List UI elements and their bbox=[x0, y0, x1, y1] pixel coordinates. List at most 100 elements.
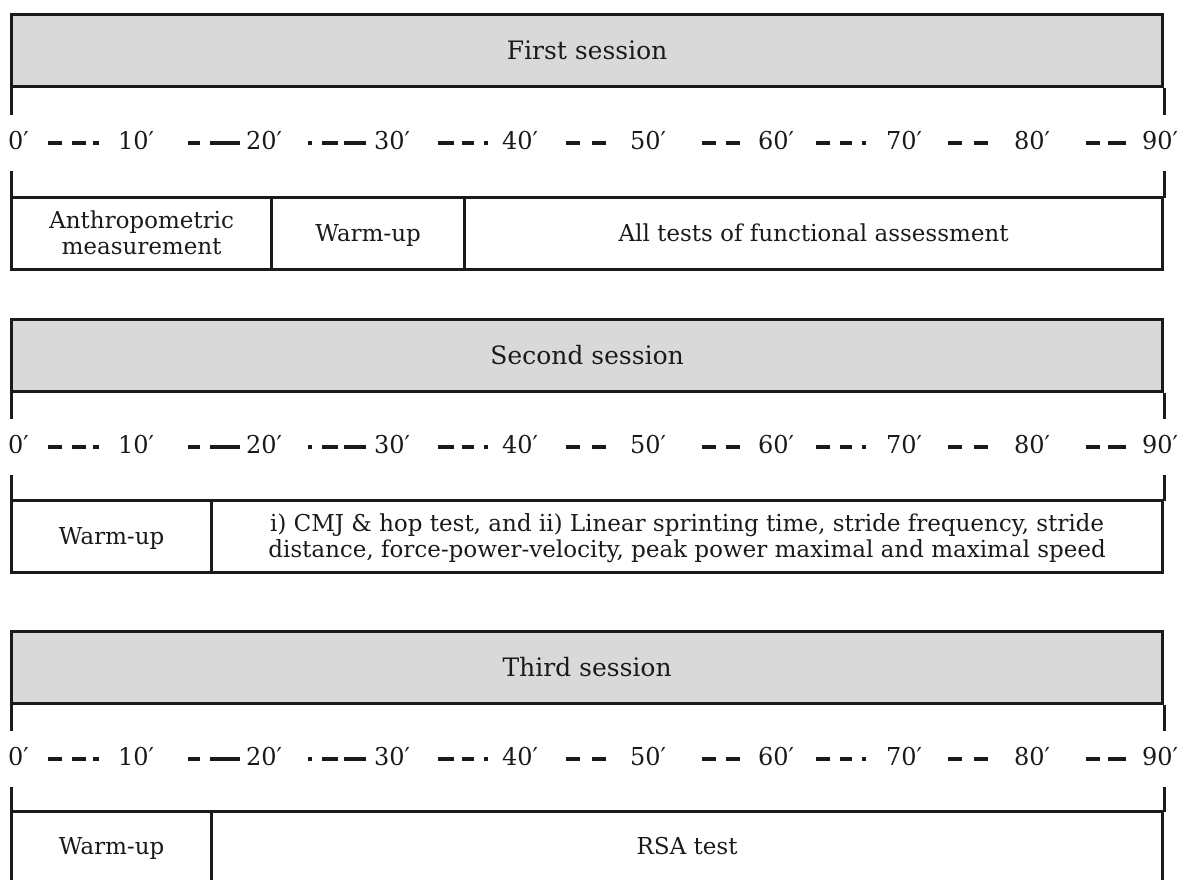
timeline-dash bbox=[484, 141, 488, 145]
session-1-header: First session bbox=[10, 13, 1164, 88]
timeline-dash bbox=[974, 756, 988, 761]
timeline-dash bbox=[308, 756, 312, 761]
session-1-timeline: 0′ 10′ 20′ 30′ 40′ 50′ 60′ 70′ 80′ 90′ bbox=[0, 88, 1183, 198]
timeline-label: 60′ bbox=[758, 431, 794, 459]
timeline-dash bbox=[566, 756, 580, 761]
timeline-label: 80′ bbox=[1014, 127, 1050, 155]
timeline-label: 0′ bbox=[8, 127, 29, 155]
session-1-block-functional-assessment: All tests of functional assessment bbox=[463, 199, 1161, 268]
timeline-dash bbox=[726, 141, 740, 145]
timeline-dash bbox=[566, 445, 580, 449]
timeline-dash bbox=[948, 141, 962, 145]
timeline-label: 60′ bbox=[758, 127, 794, 155]
session-3-timeline: 0′ 10′ 20′ 30′ 40′ 50′ 60′ 70′ 80′ 90′ bbox=[0, 705, 1183, 812]
timeline-dash bbox=[726, 445, 740, 449]
timeline-dash bbox=[1108, 756, 1126, 761]
timeline-label: 20′ bbox=[246, 127, 282, 155]
timeline-dash bbox=[1086, 445, 1100, 449]
timeline-dash bbox=[840, 445, 852, 449]
timeline-label: 90′ bbox=[1142, 127, 1178, 155]
timeline-label: 70′ bbox=[886, 431, 922, 459]
timeline-dash bbox=[974, 141, 988, 145]
timeline-dash bbox=[592, 445, 606, 449]
timeline-dash bbox=[948, 445, 962, 449]
timeline-dash bbox=[188, 756, 200, 761]
session-2-title: Second session bbox=[490, 341, 684, 370]
timeline-dash bbox=[974, 445, 988, 449]
timeline-dash bbox=[702, 141, 716, 145]
timeline-dash bbox=[816, 141, 830, 145]
timeline-dash bbox=[344, 756, 366, 761]
timeline-dash bbox=[1108, 141, 1126, 145]
session-3-block-rsa-test: RSA test bbox=[210, 813, 1161, 880]
timeline-dash bbox=[438, 141, 454, 145]
timeline-label: 40′ bbox=[502, 431, 538, 459]
timeline-label: 50′ bbox=[630, 127, 666, 155]
timeline-dash bbox=[862, 445, 866, 449]
timeline-label: 60′ bbox=[758, 742, 794, 771]
timeline-dash bbox=[726, 756, 740, 761]
timeline-dash bbox=[210, 141, 240, 145]
timeline-dash bbox=[1086, 141, 1100, 145]
timeline-label: 50′ bbox=[630, 742, 666, 771]
session-3-blocks: Warm-up RSA test bbox=[10, 810, 1164, 880]
session-2-timeline: 0′ 10′ 20′ 30′ 40′ 50′ 60′ 70′ 80′ 90′ bbox=[0, 393, 1183, 501]
session-1-title: First session bbox=[506, 36, 668, 65]
session-1-block-warm-up: Warm-up bbox=[270, 199, 463, 268]
session-2-header: Second session bbox=[10, 318, 1164, 393]
timeline-dash bbox=[1086, 756, 1100, 761]
timeline-dash bbox=[322, 756, 338, 761]
timeline-label: 30′ bbox=[374, 431, 410, 459]
timeline-dash bbox=[344, 141, 366, 145]
timeline-dash bbox=[344, 445, 366, 449]
timeline-dash bbox=[462, 756, 474, 761]
timeline-label: 30′ bbox=[374, 127, 410, 155]
timeline-dash bbox=[322, 445, 338, 449]
timeline-label: 40′ bbox=[502, 742, 538, 771]
timeline-dash bbox=[72, 756, 86, 761]
timeline-label: 50′ bbox=[630, 431, 666, 459]
timeline-label: 40′ bbox=[502, 127, 538, 155]
timeline-dash bbox=[93, 756, 99, 761]
timeline-dash bbox=[862, 756, 866, 761]
timeline-dash bbox=[48, 141, 62, 145]
timeline-dash bbox=[93, 141, 99, 145]
session-1-block-anthropometric: Anthropometric measurement bbox=[49, 207, 234, 260]
timeline-label: 90′ bbox=[1142, 431, 1178, 459]
timeline-label: 20′ bbox=[246, 742, 282, 771]
timeline-dash bbox=[484, 445, 488, 449]
session-1-blocks: Anthropometric measurement Warm-up All t… bbox=[10, 196, 1164, 271]
timeline-label: 80′ bbox=[1014, 742, 1050, 771]
timeline-dash bbox=[438, 756, 454, 761]
timeline-dash bbox=[592, 756, 606, 761]
timeline-dash bbox=[438, 445, 454, 449]
timeline-dash bbox=[93, 445, 99, 449]
timeline-dash bbox=[840, 141, 852, 145]
timeline-dash bbox=[840, 756, 852, 761]
timeline-dash bbox=[816, 445, 830, 449]
timeline-dash bbox=[210, 445, 240, 449]
timeline-dash bbox=[1108, 445, 1126, 449]
session-3-title: Third session bbox=[502, 653, 672, 682]
timeline-dash bbox=[462, 141, 474, 145]
timeline-dash bbox=[72, 445, 86, 449]
timeline-label: 80′ bbox=[1014, 431, 1050, 459]
timeline-label: 10′ bbox=[118, 431, 154, 459]
session-3-block-warm-up: Warm-up bbox=[58, 833, 165, 860]
timeline-dash bbox=[210, 756, 240, 761]
timeline-dash bbox=[592, 141, 606, 145]
timeline-label: 0′ bbox=[8, 431, 29, 459]
timeline-dash bbox=[308, 445, 312, 449]
timeline-dash bbox=[48, 445, 62, 449]
timeline-dash bbox=[702, 445, 716, 449]
timeline-label: 30′ bbox=[374, 742, 410, 771]
timeline-label: 0′ bbox=[8, 742, 29, 771]
session-2-blocks: Warm-up i) CMJ & hop test, and ii) Linea… bbox=[10, 499, 1164, 574]
timeline-dash bbox=[566, 141, 580, 145]
timeline-dash bbox=[816, 756, 830, 761]
session-2-block-tests: i) CMJ & hop test, and ii) Linear sprint… bbox=[210, 502, 1161, 571]
timeline-label: 10′ bbox=[118, 127, 154, 155]
timeline-dash bbox=[484, 756, 488, 761]
timeline-dash bbox=[188, 141, 200, 145]
timeline-dash bbox=[862, 141, 866, 145]
